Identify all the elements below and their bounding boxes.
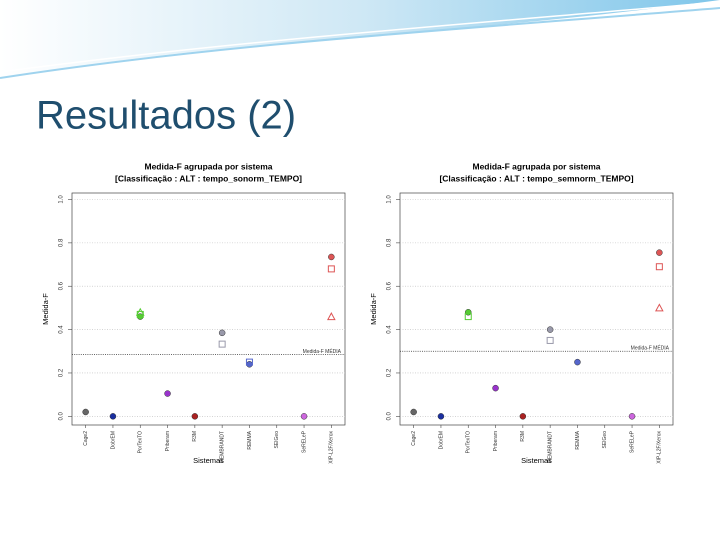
x-tick-label: XIP-L2F/Xerox <box>657 431 663 464</box>
y-tick-label: 0.2 <box>59 368 65 377</box>
plot-frame <box>399 192 674 426</box>
y-tick-label: 0.6 <box>59 281 65 290</box>
point <box>574 358 581 366</box>
x-tick-label: REMMA <box>247 430 253 449</box>
y-tick-label: 0.4 <box>59 325 65 334</box>
x-tick-label: Priberam <box>165 431 171 451</box>
point <box>191 413 199 420</box>
point <box>164 390 171 397</box>
x-tick-label: PorTexTO <box>466 431 472 454</box>
y-tick-label: 0.8 <box>59 238 65 247</box>
x-tick-label: Cage2 <box>411 431 417 446</box>
x-tick-label: R3M <box>192 431 198 442</box>
x-tick-label: REMMA <box>575 430 581 449</box>
y-axis-label: Medida-F <box>369 293 378 325</box>
point <box>464 313 472 321</box>
point <box>628 413 636 420</box>
point <box>437 413 445 420</box>
point <box>327 312 336 321</box>
point <box>82 408 89 416</box>
x-tick-label: SEIGeo <box>602 431 608 449</box>
x-tick-label: Priberam <box>493 431 499 451</box>
point <box>519 413 527 420</box>
x-tick-label: Cage2 <box>83 431 89 446</box>
reference-label: Medida-F MÉDIA <box>631 345 670 352</box>
x-tick-label: REMBRANDT <box>547 431 553 463</box>
point <box>410 408 417 416</box>
point <box>492 384 499 392</box>
plot-frame <box>71 192 346 426</box>
point <box>109 413 117 420</box>
point <box>300 413 308 420</box>
point <box>655 303 664 312</box>
slide-title: Resultados (2) <box>36 94 296 138</box>
chart-subtitle: [Classificação : ALT : tempo_sonorm_TEMP… <box>115 173 302 183</box>
point <box>218 340 226 348</box>
y-axis-label: Medida-F <box>41 293 50 325</box>
x-tick-label: XIP-L2F/Xerox <box>329 431 335 464</box>
y-tick-label: 0.2 <box>387 368 393 377</box>
x-tick-label: REMBRANDT <box>219 431 225 463</box>
y-tick-label: 1.0 <box>59 195 65 204</box>
point <box>655 263 663 271</box>
y-tick-label: 0.0 <box>387 411 393 420</box>
chart-subtitle: [Classificação : ALT : tempo_semnorm_TEM… <box>439 173 633 183</box>
y-tick-label: 1.0 <box>387 195 393 204</box>
point <box>246 361 253 368</box>
point <box>546 336 554 344</box>
x-tick-label: SeRELeP <box>629 430 635 453</box>
header-curve <box>0 7 720 79</box>
x-tick-label: R3M <box>520 431 526 442</box>
x-tick-label: DobrEM <box>110 431 116 449</box>
point <box>137 313 144 320</box>
x-tick-label: SeRELeP <box>301 430 307 453</box>
chart-title: Medida-F agrupada por sistema <box>145 161 273 171</box>
y-tick-label: 0.0 <box>59 411 65 420</box>
header-swoosh <box>0 0 720 80</box>
chart-title: Medida-F agrupada por sistema <box>473 161 601 171</box>
point <box>465 309 472 316</box>
chart-panel <box>38 150 356 475</box>
x-tick-label: PorTexTO <box>138 431 144 454</box>
header-curve <box>0 1 720 73</box>
x-tick-label: SEIGeo <box>274 431 280 449</box>
y-tick-label: 0.4 <box>387 325 393 334</box>
point <box>656 249 663 256</box>
point <box>245 358 253 366</box>
point <box>327 265 335 273</box>
y-tick-label: 0.8 <box>387 238 393 247</box>
point <box>218 329 226 337</box>
y-tick-label: 0.6 <box>387 281 393 290</box>
point <box>328 253 335 261</box>
x-axis-label: Sistemas <box>193 456 224 465</box>
x-tick-label: DobrEM <box>438 431 444 449</box>
point <box>546 326 554 333</box>
x-axis-label: Sistemas <box>521 456 552 465</box>
chart-panel <box>366 150 690 475</box>
reference-label: Medida-F MÉDIA <box>303 348 342 355</box>
point <box>135 307 145 316</box>
